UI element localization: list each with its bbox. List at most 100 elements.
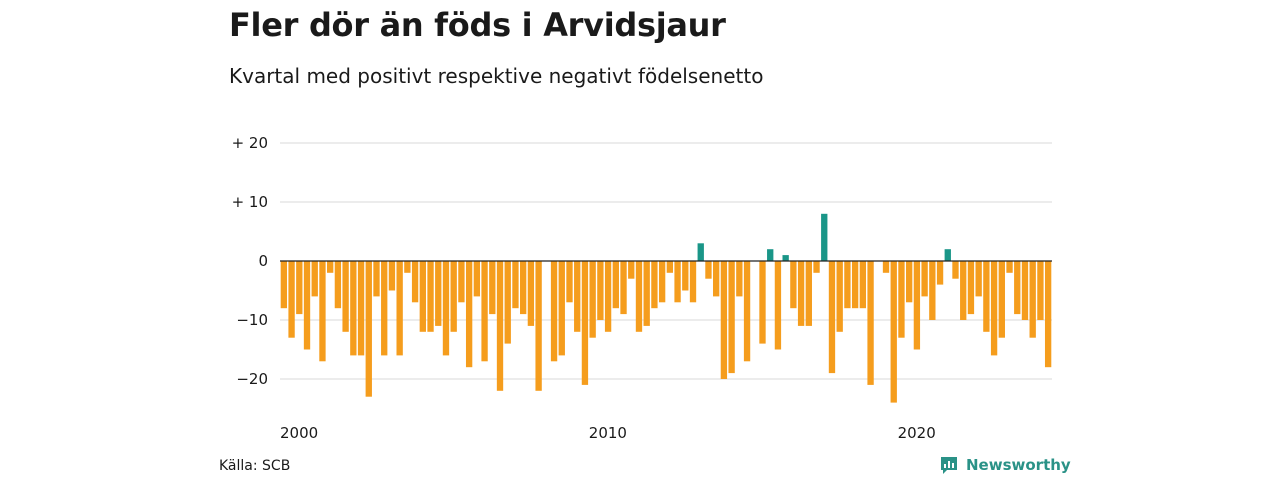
- bar: [828, 261, 836, 374]
- bar: [743, 261, 751, 362]
- bar: [566, 261, 573, 303]
- bar: [558, 261, 565, 356]
- chart-subtitle: Kvartal med positivt respektive negativt…: [229, 64, 764, 88]
- bar: [720, 261, 728, 379]
- bar: [643, 261, 650, 326]
- bar: [767, 249, 774, 261]
- bar: [442, 261, 450, 356]
- bar: [604, 261, 612, 332]
- bar: [990, 261, 998, 356]
- bar: [357, 261, 365, 356]
- bar: [450, 261, 457, 332]
- bar: [697, 243, 704, 261]
- bar: [427, 261, 434, 332]
- bar: [504, 261, 511, 344]
- bar: [635, 261, 643, 332]
- bar: [597, 261, 604, 320]
- bar: [666, 261, 674, 273]
- bar: [628, 261, 635, 279]
- bar: [913, 261, 921, 350]
- bar: [936, 261, 944, 285]
- y-tick-label: + 10: [232, 193, 268, 211]
- bar: [952, 261, 959, 279]
- bar: [527, 261, 535, 326]
- bar: [759, 261, 766, 344]
- bar: [898, 261, 905, 338]
- bar: [512, 261, 519, 309]
- bar: [612, 261, 619, 309]
- bar: [713, 261, 720, 297]
- bar: [589, 261, 596, 338]
- bar: [890, 261, 897, 403]
- bar: [458, 261, 465, 303]
- bar: [867, 261, 874, 385]
- bar: [574, 261, 581, 332]
- bar: [334, 261, 342, 309]
- bar: [520, 261, 527, 315]
- bar: [465, 261, 473, 368]
- bar: [882, 261, 890, 273]
- bar: [805, 261, 812, 326]
- bar: [921, 261, 928, 297]
- bar: [419, 261, 426, 332]
- bar: [728, 261, 735, 374]
- bar: [674, 261, 681, 303]
- bar: [1014, 261, 1021, 315]
- bar: [859, 261, 867, 309]
- bar: [1044, 261, 1052, 368]
- bar: [651, 261, 658, 309]
- bar: [411, 261, 419, 303]
- bar: [373, 261, 380, 297]
- bar: [851, 261, 859, 309]
- bar: [396, 261, 403, 356]
- bar: [844, 261, 851, 309]
- bar: [388, 261, 396, 291]
- bar: [350, 261, 357, 356]
- bar: [682, 261, 689, 291]
- bar: [550, 261, 558, 362]
- bar: [489, 261, 496, 315]
- bar: [736, 261, 743, 297]
- bar: [983, 261, 990, 332]
- bar: [581, 261, 589, 385]
- bar: [967, 261, 975, 315]
- bar: [1029, 261, 1036, 338]
- bar: [473, 261, 481, 297]
- bar: [319, 261, 326, 362]
- bar: [620, 261, 627, 315]
- bar: [944, 249, 951, 261]
- bar: [790, 261, 797, 309]
- bar: [797, 261, 805, 326]
- bar: [481, 261, 488, 362]
- brand-logo: Newsworthy: [939, 455, 1071, 475]
- y-tick-label: −10: [236, 311, 268, 329]
- bar: [975, 261, 982, 297]
- bar: [327, 261, 334, 273]
- bar: [296, 261, 303, 315]
- bar: [929, 261, 936, 320]
- bar: [280, 261, 288, 309]
- bar: [782, 255, 789, 261]
- x-tick-label: 2010: [589, 424, 627, 442]
- y-tick-label: −20: [236, 370, 268, 388]
- bar: [1037, 261, 1044, 320]
- bar: [774, 261, 782, 350]
- bar: [1021, 261, 1029, 320]
- bar: [960, 261, 967, 320]
- chart-title: Fler dör än föds i Arvidsjaur: [229, 6, 726, 44]
- brand-name: Newsworthy: [966, 456, 1071, 474]
- bar: [836, 261, 843, 332]
- x-tick-label: 2000: [280, 424, 318, 442]
- bar: [365, 261, 372, 397]
- bar: [496, 261, 504, 391]
- bar: [821, 213, 828, 261]
- bar: [906, 261, 913, 303]
- bar: [998, 261, 1005, 338]
- y-tick-label: + 20: [232, 134, 268, 152]
- bar: [303, 261, 311, 350]
- bar: [435, 261, 442, 326]
- source-note: Källa: SCB: [219, 458, 291, 474]
- bar: [342, 261, 349, 332]
- bar: [381, 261, 388, 356]
